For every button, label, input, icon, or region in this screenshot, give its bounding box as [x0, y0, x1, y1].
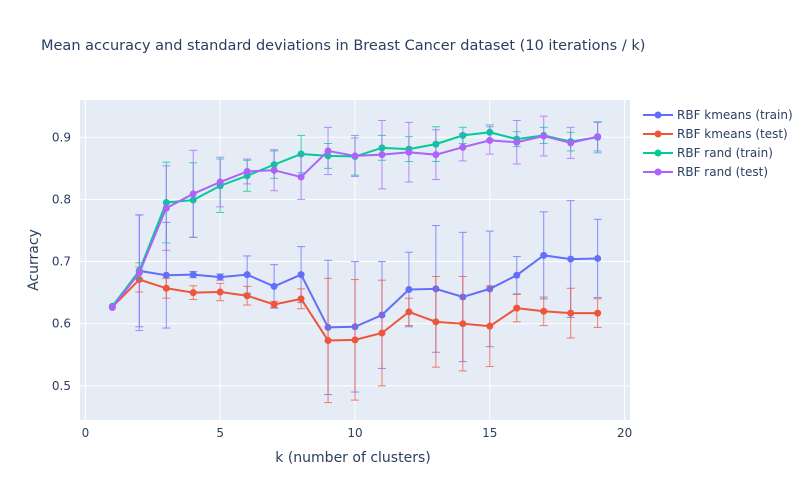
data-point[interactable]	[216, 273, 224, 281]
x-tick-label: 20	[617, 426, 632, 440]
data-point[interactable]	[297, 295, 305, 303]
data-point[interactable]	[243, 292, 251, 300]
legend-label: RBF kmeans (test)	[677, 127, 788, 141]
data-point[interactable]	[270, 282, 278, 290]
data-point[interactable]	[297, 173, 305, 181]
legend-item-rbf-rand-train[interactable]: RBF rand (train)	[643, 146, 773, 160]
data-point[interactable]	[540, 251, 548, 259]
data-point[interactable]	[405, 308, 413, 316]
series-rbf-rand-test	[108, 115, 602, 332]
data-point[interactable]	[189, 271, 197, 279]
legend-label: RBF rand (test)	[677, 165, 768, 179]
data-point[interactable]	[513, 138, 521, 146]
data-point[interactable]	[594, 133, 602, 141]
legend-item-rbf-rand-test[interactable]: RBF rand (test)	[643, 165, 768, 179]
data-point[interactable]	[324, 336, 332, 344]
y-tick-label: 0.8	[52, 192, 71, 206]
data-point[interactable]	[567, 255, 575, 263]
y-tick-label: 0.6	[52, 317, 71, 331]
legend[interactable]: RBF kmeans (train) RBF kmeans (test) RBF r…	[643, 108, 793, 179]
data-point[interactable]	[567, 309, 575, 317]
data-point[interactable]	[486, 136, 494, 144]
x-tick-label: 5	[216, 426, 224, 440]
data-point[interactable]	[351, 336, 359, 344]
data-point[interactable]	[243, 167, 251, 175]
data-point[interactable]	[216, 288, 224, 296]
data-point[interactable]	[459, 320, 467, 328]
x-axis-title: k (number of clusters)	[275, 450, 430, 466]
x-tick-label: 10	[347, 426, 362, 440]
data-point[interactable]	[270, 300, 278, 308]
data-point[interactable]	[432, 318, 440, 326]
data-point[interactable]	[378, 151, 386, 159]
legend-label: RBF kmeans (train)	[677, 108, 793, 122]
series-layer	[108, 115, 602, 404]
data-point[interactable]	[567, 139, 575, 147]
data-point[interactable]	[459, 143, 467, 151]
data-point[interactable]	[513, 304, 521, 312]
data-point[interactable]	[324, 147, 332, 155]
x-axis-ticks: 0 5 10 15 20	[82, 426, 633, 440]
data-point[interactable]	[405, 148, 413, 156]
legend-item-rbf-kmeans-test[interactable]: RBF kmeans (test)	[643, 127, 788, 141]
data-point[interactable]	[378, 329, 386, 337]
data-point[interactable]	[297, 271, 305, 279]
data-point[interactable]	[513, 271, 521, 279]
legend-swatch-marker	[654, 168, 662, 176]
data-point[interactable]	[135, 269, 143, 277]
legend-item-rbf-kmeans-train[interactable]: RBF kmeans (train)	[643, 108, 793, 122]
series-rbf-kmeans-test	[108, 266, 602, 404]
data-point[interactable]	[162, 271, 170, 279]
legend-label: RBF rand (train)	[677, 146, 773, 160]
legend-swatch-marker	[654, 149, 662, 157]
data-point[interactable]	[189, 289, 197, 297]
y-axis-ticks: 0.5 0.6 0.7 0.8 0.9	[52, 130, 71, 393]
data-point[interactable]	[297, 150, 305, 158]
data-point[interactable]	[594, 309, 602, 317]
y-tick-label: 0.7	[52, 255, 71, 269]
x-tick-label: 0	[82, 426, 90, 440]
data-point[interactable]	[243, 271, 251, 279]
data-point[interactable]	[405, 286, 413, 294]
data-point[interactable]	[108, 304, 116, 312]
data-point[interactable]	[216, 178, 224, 186]
x-tick-label: 15	[482, 426, 497, 440]
legend-swatch-marker	[654, 111, 662, 119]
y-tick-label: 0.9	[52, 130, 71, 144]
data-point[interactable]	[162, 284, 170, 292]
chart-title: Mean accuracy and standard deviations in…	[41, 38, 645, 54]
y-tick-label: 0.5	[52, 379, 71, 393]
data-point[interactable]	[270, 166, 278, 174]
data-point[interactable]	[162, 204, 170, 212]
y-axis-title: Acurracy	[26, 229, 42, 291]
data-point[interactable]	[540, 307, 548, 315]
legend-swatch-marker	[654, 130, 662, 138]
data-point[interactable]	[351, 152, 359, 160]
data-point[interactable]	[432, 151, 440, 159]
data-point[interactable]	[594, 254, 602, 262]
data-point[interactable]	[189, 190, 197, 198]
data-point[interactable]	[540, 132, 548, 140]
data-point[interactable]	[486, 322, 494, 330]
